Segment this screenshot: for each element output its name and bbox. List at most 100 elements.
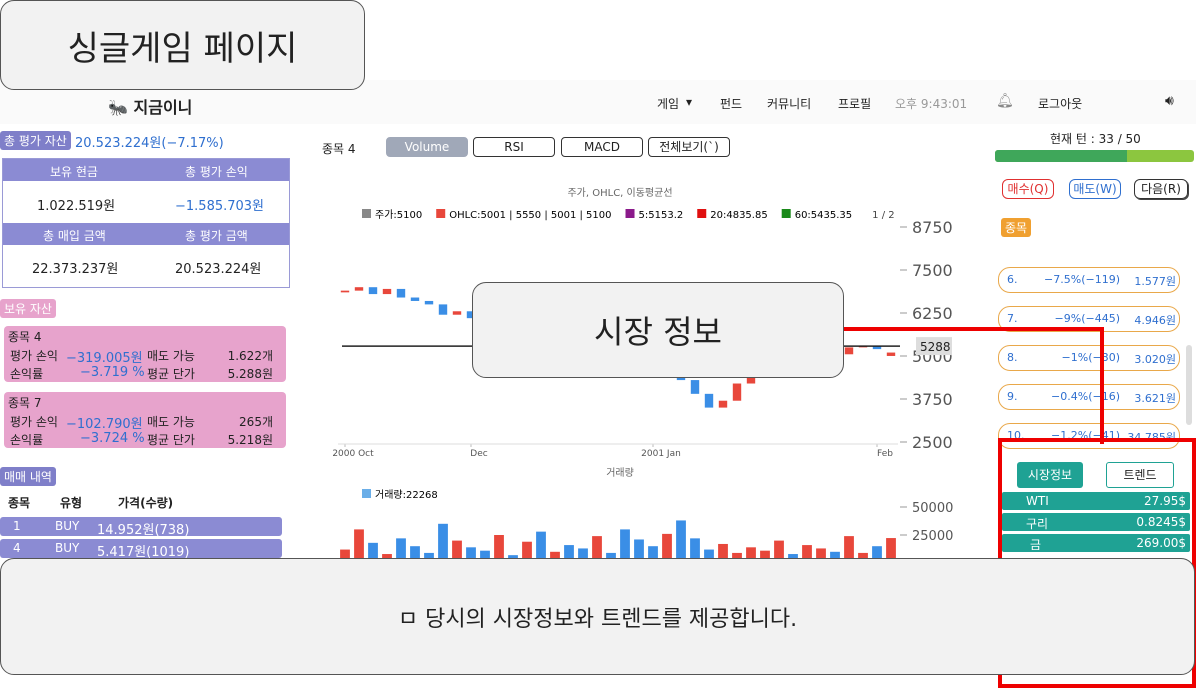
total-assets: 20.523.224원(−7.17%): [75, 136, 224, 151]
sound-icon[interactable]: 🔊︎: [1165, 93, 1174, 109]
dropdown-arrow: ▾: [686, 95, 693, 109]
menu-item[interactable]: 게임: [657, 97, 680, 111]
legend-label: 주가:5100: [375, 209, 422, 221]
label: 평균 단가: [147, 367, 195, 381]
section-badge: 보유 자산: [0, 299, 56, 318]
page-title-callout: 싱글게임 페이지: [0, 0, 365, 90]
legend-label: 20:4835.85: [710, 210, 767, 221]
toggle-button[interactable]: Volume: [386, 137, 468, 157]
market-name: WTI: [1026, 494, 1049, 508]
market-name: 구리: [1026, 517, 1049, 531]
next-button[interactable]: 다음(R): [1134, 179, 1188, 199]
tab[interactable]: 트렌드: [1106, 462, 1174, 488]
value: 265개: [239, 415, 273, 429]
table-header: [3, 159, 289, 181]
rank: 6.: [1007, 273, 1018, 286]
menu-item[interactable]: 펀드: [720, 97, 743, 111]
toggle-button[interactable]: RSI: [473, 137, 555, 157]
volume-bar: [886, 538, 896, 563]
candle: [732, 383, 742, 401]
header-cell: 총 평가 손익: [185, 165, 248, 179]
sell-button[interactable]: 매도(W): [1069, 179, 1121, 199]
stock-row[interactable]: [998, 423, 1180, 449]
legend-label: 거래량:22268: [375, 489, 438, 501]
y-tick-label: 25000: [912, 529, 953, 544]
buy-button[interactable]: 매수(Q): [1002, 179, 1054, 199]
callout-text: 시장 정보: [594, 313, 722, 351]
header-cell: 총 매입 금액: [43, 229, 106, 243]
label: 평균 단가: [147, 433, 195, 447]
bell-icon[interactable]: 🔔︎: [996, 93, 1014, 109]
volume-bar: [872, 546, 882, 563]
market-value: 269.00$: [1136, 536, 1186, 550]
volume-bar: [424, 552, 434, 563]
section-badge: 총 평가 자산: [0, 131, 71, 150]
legend-label: OHLC:5001 | 5550 | 5001 | 5100: [449, 210, 611, 221]
value: −3.719 %: [80, 365, 145, 380]
x-tick-label: 2000 Oct: [332, 449, 374, 459]
volume-bar: [494, 535, 504, 563]
candle: [466, 311, 476, 319]
legend-swatch: [436, 209, 446, 218]
value: 1.622개: [227, 349, 273, 363]
label: 손익률: [10, 433, 44, 447]
value: −102.790원: [66, 417, 143, 432]
candle: [396, 288, 406, 298]
holding-card[interactable]: [4, 326, 286, 382]
market-info-callout: 시장 정보: [472, 282, 844, 378]
volume-bar: [550, 551, 560, 563]
y-tick-label: 50000: [912, 501, 953, 516]
candle: [718, 400, 728, 408]
trade-row: [0, 539, 282, 558]
menu-item[interactable]: 커뮤니티: [767, 97, 812, 111]
x-tick-label: Feb: [877, 449, 893, 459]
y-tick-label: 8750: [912, 218, 953, 237]
rank: 7.: [1007, 312, 1018, 325]
cell: 1.022.519원: [37, 199, 116, 214]
candle: [382, 288, 392, 295]
y-tick-label: 3750: [912, 390, 953, 409]
volume-bar: [648, 546, 658, 563]
scrollbar[interactable]: [1186, 345, 1192, 425]
candle: [410, 297, 420, 301]
menu-item[interactable]: 프로필: [838, 97, 872, 111]
stock-row[interactable]: [998, 345, 1180, 371]
cell: 22.373.237원: [32, 262, 119, 277]
cell: 4: [13, 541, 21, 555]
price: 3.621원: [1134, 392, 1176, 405]
volume-bar: [746, 547, 756, 563]
label: 손익률: [10, 367, 44, 381]
volume-bar: [466, 547, 476, 563]
legend-label: 5:5153.2: [639, 210, 684, 221]
logout[interactable]: 로그아웃: [1038, 97, 1083, 111]
header-cell: 총 평가 금액: [185, 229, 248, 243]
volume-bar: [522, 541, 532, 563]
holding-card[interactable]: [4, 392, 286, 448]
section-badge: 매매 내역: [0, 467, 56, 486]
candle: [452, 311, 462, 315]
logo[interactable]: 🐜 지금이니: [108, 98, 193, 117]
volume-bar: [816, 548, 826, 563]
volume-bar: [340, 549, 350, 563]
price-tag-bg: [916, 337, 952, 356]
legend-swatch: [362, 489, 371, 498]
price: 4.946원: [1134, 314, 1176, 327]
stock-row[interactable]: [998, 267, 1180, 293]
legend-swatch: [781, 209, 791, 218]
y-tick-label: 2500: [912, 433, 953, 452]
rank: 8.: [1007, 351, 1018, 364]
table-header: [3, 223, 289, 245]
market-row: [1002, 534, 1190, 552]
price-tag: 5288: [920, 340, 951, 354]
toggle-button[interactable]: 전체보기(`): [648, 137, 730, 157]
legend-swatch: [625, 209, 635, 218]
rank: 9.: [1007, 390, 1018, 403]
tab[interactable]: 시장정보: [1017, 462, 1083, 488]
stock-row[interactable]: [998, 384, 1180, 410]
market-name: 금: [1030, 538, 1042, 552]
stock-row[interactable]: [998, 306, 1180, 332]
toggle-button[interactable]: MACD: [561, 137, 643, 157]
candle: [844, 347, 854, 355]
legend-swatch: [362, 209, 371, 218]
